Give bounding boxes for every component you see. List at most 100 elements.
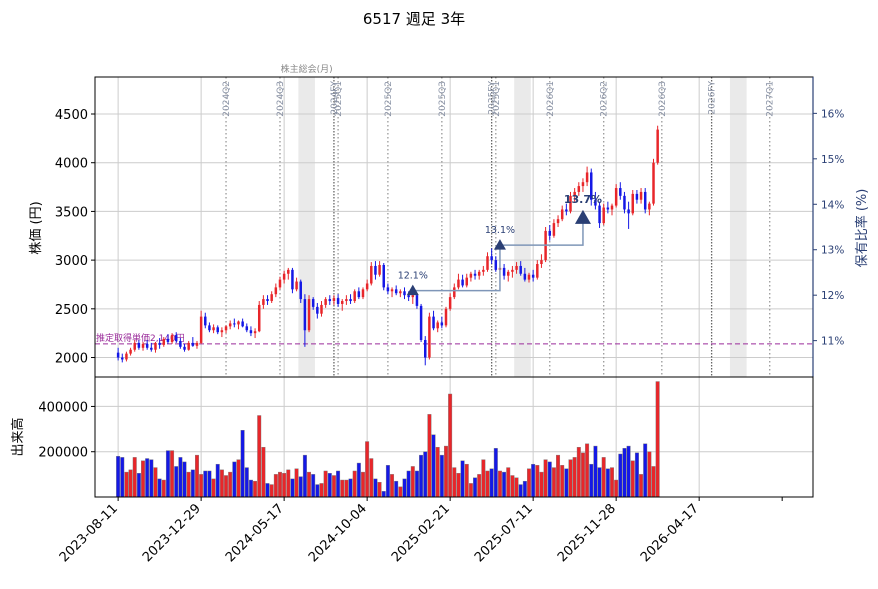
- candle-body: [162, 339, 166, 345]
- volume-axis-label: 出来高: [10, 417, 26, 456]
- candle-body: [573, 191, 576, 196]
- volume-bar: [178, 457, 183, 498]
- volume-bar: [282, 473, 287, 498]
- ratio-tick-label: 13%: [821, 245, 844, 257]
- candle-body: [411, 295, 415, 298]
- candle-body: [511, 269, 514, 272]
- candle-body: [311, 299, 315, 307]
- candle-body: [490, 256, 493, 261]
- candle-body: [249, 330, 253, 334]
- candle-body: [461, 279, 464, 286]
- report-line-label: 2025FY: [488, 81, 498, 115]
- candle-body: [656, 129, 659, 163]
- candle-body: [166, 339, 170, 342]
- volume-bar: [435, 446, 440, 498]
- candle-body: [349, 299, 352, 302]
- volume-bar: [539, 471, 544, 498]
- holding-ratio-marker: [574, 209, 591, 224]
- candle-body: [635, 193, 639, 200]
- report-line-label: 2025Q2: [384, 81, 394, 117]
- volume-bar: [468, 483, 473, 498]
- ratio-tick-label: 12%: [821, 290, 844, 302]
- ratio-tick-label: 16%: [821, 108, 844, 120]
- time-tick-label: 2023-08-11: [57, 501, 121, 565]
- volume-bar: [248, 479, 253, 498]
- candle-body: [357, 291, 361, 298]
- volume-bar: [402, 478, 407, 498]
- volume-tick-label: 400000: [38, 400, 88, 415]
- candle-body: [556, 219, 560, 224]
- candle-body: [531, 274, 535, 278]
- holding-ratio-label: 12.1%: [398, 271, 428, 282]
- volume-bar: [585, 443, 590, 498]
- candle-body: [585, 172, 589, 183]
- candle-body: [145, 343, 149, 348]
- event-band: [729, 77, 747, 377]
- report-line-label: 2026FY: [708, 81, 718, 115]
- candle-body: [278, 279, 282, 288]
- candle-body: [332, 298, 336, 302]
- volume-bar: [211, 478, 216, 498]
- holding-ratio-marker: [406, 284, 419, 296]
- candle-body: [403, 291, 406, 296]
- volume-bar: [352, 470, 357, 498]
- volume-bar: [182, 461, 187, 498]
- candle-body: [170, 335, 174, 342]
- volume-bar: [497, 470, 502, 498]
- candle-body: [415, 295, 419, 306]
- volume-bar: [116, 456, 121, 498]
- candle-body: [390, 289, 394, 292]
- volume-bar: [294, 468, 299, 498]
- candle-body: [448, 297, 452, 309]
- candle-body: [158, 342, 161, 345]
- candle-body: [627, 209, 630, 214]
- candle-body: [307, 299, 311, 331]
- volume-bar: [522, 480, 527, 498]
- candle-body: [262, 299, 265, 305]
- volume-bar: [518, 484, 523, 498]
- volume-bar: [136, 473, 141, 498]
- candle-body: [619, 188, 622, 196]
- report-line-label: 2024Q3: [276, 81, 286, 117]
- candle-body: [523, 273, 527, 280]
- candle-body: [212, 327, 215, 331]
- volume-bar: [485, 470, 490, 498]
- candle-body: [399, 291, 402, 294]
- report-line-label: 2025Q1: [334, 81, 344, 117]
- candle-body: [121, 357, 124, 360]
- holding-ratio-label: 13.7%: [564, 193, 602, 206]
- candle-body: [473, 273, 477, 276]
- candle-body: [407, 295, 410, 298]
- ratio-tick-label: 15%: [821, 154, 844, 166]
- candle-body: [494, 260, 498, 270]
- volume-tick-label: 200000: [38, 446, 88, 461]
- volume-bar: [240, 430, 245, 498]
- time-tick-label: 2024-05-17: [223, 501, 287, 565]
- candle-body: [502, 267, 506, 276]
- volume-bar: [564, 468, 569, 498]
- volume-bar: [527, 468, 531, 498]
- candle-body: [581, 182, 585, 187]
- volume-bar: [385, 465, 390, 498]
- candle-body: [129, 349, 132, 354]
- volume-bar: [157, 478, 162, 498]
- event-band: [298, 77, 315, 377]
- volume-bar: [477, 474, 482, 498]
- volume-bar: [120, 457, 125, 498]
- volume-bar: [489, 468, 494, 498]
- volume-bar: [149, 459, 154, 498]
- volume-bar: [377, 482, 382, 498]
- volume-bar: [261, 446, 266, 498]
- candle-body: [631, 193, 635, 214]
- holding-ratio-marker: [493, 239, 506, 250]
- volume-bar: [361, 471, 365, 498]
- volume-bar: [406, 470, 411, 498]
- volume-bar: [593, 445, 598, 498]
- volume-bar: [265, 483, 270, 498]
- candle-body: [137, 342, 141, 348]
- volume-bar: [219, 469, 224, 498]
- report-line-label: 2025Q3: [438, 81, 448, 117]
- volume-bar: [190, 469, 195, 498]
- report-line-label: 2027Q1: [766, 81, 776, 117]
